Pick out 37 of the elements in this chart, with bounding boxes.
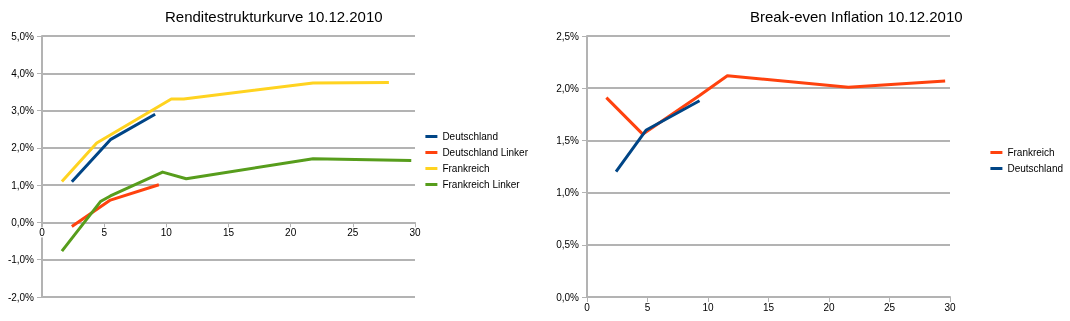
y-tick-label: -2,0% (7, 291, 35, 303)
chart-title: Break-even Inflation 10.12.2010 (750, 8, 963, 25)
x-tick-label: 5 (101, 226, 108, 238)
y-tick-label: 1,0% (556, 187, 580, 199)
x-tick-label: 25 (883, 301, 896, 313)
y-tick-label: 5,0% (11, 30, 35, 42)
line-series (60, 81, 391, 183)
legend-label: Frankreich (1007, 147, 1055, 158)
x-tick-label: 10 (702, 301, 714, 313)
y-tick-label: 0,0% (11, 216, 35, 228)
y-tick-label: 2,5% (556, 30, 580, 42)
y-tick-label: 4,0% (11, 67, 35, 79)
x-tick-label: 10 (160, 226, 173, 238)
legend-label: Deutschland (442, 131, 498, 142)
chart-title: Renditestrukturkurve 10.12.2010 (165, 8, 383, 25)
y-tick-label: 1,0% (11, 179, 35, 191)
legend-label: Deutschland (1007, 163, 1063, 174)
y-tick-label: 2,0% (556, 82, 580, 94)
y-tick-label: 1,5% (556, 134, 580, 146)
x-tick-label: 30 (409, 226, 421, 238)
y-tick-label: 3,0% (11, 105, 35, 117)
x-tick-label: 15 (222, 226, 235, 238)
x-tick-label: 0 (584, 301, 591, 313)
y-tick-label: 2,0% (11, 142, 35, 154)
x-tick-label: 20 (823, 301, 835, 313)
y-tick-label: 0,5% (556, 239, 580, 251)
x-tick-label: 0 (39, 226, 46, 238)
y-tick-label: 0,0% (556, 291, 580, 303)
x-tick-label: 20 (285, 226, 297, 238)
x-tick-label: 15 (762, 301, 775, 313)
y-tick-label: -1,0% (7, 254, 35, 266)
legend-label: Deutschland Linker (442, 147, 529, 158)
x-tick-label: 30 (944, 301, 956, 313)
x-tick-label: 5 (644, 301, 651, 313)
legend-label: Frankreich (442, 163, 490, 174)
x-tick-label: 25 (347, 226, 359, 238)
legend-label: Frankreich Linker (442, 179, 521, 190)
